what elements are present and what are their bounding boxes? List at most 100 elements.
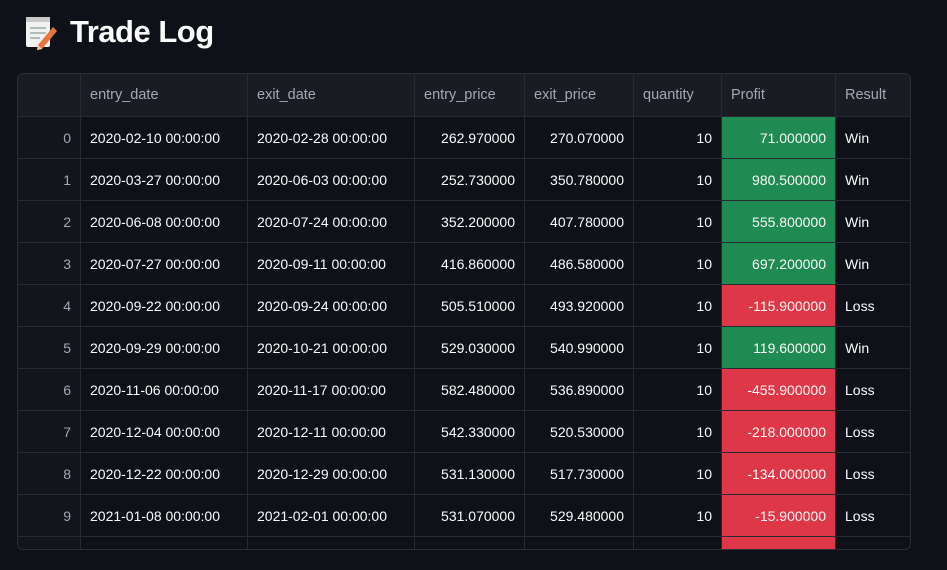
table-cell: 697.200000 (722, 243, 836, 285)
table-cell: 520.530000 (525, 411, 634, 453)
table-cell: 493.920000 (525, 285, 634, 327)
table-cell: Loss (836, 495, 910, 537)
table-cell: Loss (836, 369, 910, 411)
table-cell: 529.030000 (415, 327, 525, 369)
table-cell: 350.780000 (525, 159, 634, 201)
table-cell: 2020-09-11 00:00:00 (248, 243, 415, 285)
table-cell: 2020-09-24 00:00:00 (248, 285, 415, 327)
column-header: exit_price (525, 74, 634, 117)
column-header: entry_price (415, 74, 525, 117)
table-cell: 2020-06-08 00:00:00 (81, 201, 248, 243)
table-cell: 2020-10-21 00:00:00 (248, 327, 415, 369)
table-cell: 10 (634, 285, 722, 327)
table-cell: 529.480000 (525, 495, 634, 537)
table-cell: 2020-02-10 00:00:00 (81, 117, 248, 159)
table-cell: 2020-03-27 00:00:00 (81, 159, 248, 201)
table-cell: 262.970000 (415, 117, 525, 159)
table-cell: Win (836, 159, 910, 201)
table-cell-empty (525, 537, 634, 549)
table-cell-empty (836, 537, 910, 549)
table-cell: 2020-09-29 00:00:00 (81, 327, 248, 369)
table-cell: -218.000000 (722, 411, 836, 453)
table-cell-empty (81, 537, 248, 549)
row-index: 1 (18, 159, 81, 201)
table-cell: 2021-02-01 00:00:00 (248, 495, 415, 537)
header-corner (18, 74, 81, 117)
memo-icon (26, 17, 57, 50)
table-cell: 517.730000 (525, 453, 634, 495)
table-cell: -134.000000 (722, 453, 836, 495)
table-cell: 2020-11-17 00:00:00 (248, 369, 415, 411)
table-cell: 2020-12-04 00:00:00 (81, 411, 248, 453)
row-index: 3 (18, 243, 81, 285)
row-index: 7 (18, 411, 81, 453)
table-cell-empty (634, 537, 722, 549)
table-cell: 555.800000 (722, 201, 836, 243)
table-cell: 71.000000 (722, 117, 836, 159)
table-cell: 2020-02-28 00:00:00 (248, 117, 415, 159)
table-cell: 2020-12-11 00:00:00 (248, 411, 415, 453)
table-cell: Win (836, 243, 910, 285)
table-cell: 10 (634, 495, 722, 537)
table-cell: 505.510000 (415, 285, 525, 327)
data-table[interactable]: entry_date exit_date entry_price exit_price… (17, 73, 911, 550)
table-cell: 10 (634, 411, 722, 453)
table-cell: Loss (836, 411, 910, 453)
table-cell: 531.130000 (415, 453, 525, 495)
table-cell: 10 (634, 369, 722, 411)
table-cell: 542.330000 (415, 411, 525, 453)
table-cell: 10 (634, 159, 722, 201)
table-cell: 2021-01-08 00:00:00 (81, 495, 248, 537)
table-cell-empty (722, 537, 836, 549)
table-cell: 10 (634, 327, 722, 369)
table-cell: 119.600000 (722, 327, 836, 369)
page-title: Trade Log (70, 14, 214, 49)
table-cell: 270.070000 (525, 117, 634, 159)
table-cell: Loss (836, 453, 910, 495)
table-cell: Win (836, 201, 910, 243)
table-cell: Loss (836, 285, 910, 327)
row-index: 0 (18, 117, 81, 159)
table-cell: 536.890000 (525, 369, 634, 411)
row-index: 8 (18, 453, 81, 495)
table-cell: -15.900000 (722, 495, 836, 537)
table-cell: 10 (634, 201, 722, 243)
table-cell-empty (248, 537, 415, 549)
table-cell: 486.580000 (525, 243, 634, 285)
table-cell: 352.200000 (415, 201, 525, 243)
row-index: 9 (18, 495, 81, 537)
column-header: quantity (634, 74, 722, 117)
table-cell: 407.780000 (525, 201, 634, 243)
table-cell: Win (836, 327, 910, 369)
column-header: exit_date (248, 74, 415, 117)
column-header: Result (836, 74, 910, 117)
table-cell: 10 (634, 453, 722, 495)
row-index: 2 (18, 201, 81, 243)
table-cell: -455.900000 (722, 369, 836, 411)
table-cell: Win (836, 117, 910, 159)
table-cell: 582.480000 (415, 369, 525, 411)
row-index: 5 (18, 327, 81, 369)
table-cell: 980.500000 (722, 159, 836, 201)
table-cell: 252.730000 (415, 159, 525, 201)
table-cell: 2020-09-22 00:00:00 (81, 285, 248, 327)
column-header: Profit (722, 74, 836, 117)
table-cell: 10 (634, 243, 722, 285)
table-cell: 2020-07-27 00:00:00 (81, 243, 248, 285)
table-cell: 2020-11-06 00:00:00 (81, 369, 248, 411)
table-cell: 540.990000 (525, 327, 634, 369)
column-header: entry_date (81, 74, 248, 117)
table-cell: -115.900000 (722, 285, 836, 327)
table-cell: 531.070000 (415, 495, 525, 537)
table-cell-empty (18, 537, 81, 549)
table-cell: 2020-06-03 00:00:00 (248, 159, 415, 201)
table-cell: 2020-07-24 00:00:00 (248, 201, 415, 243)
table-cell-empty (415, 537, 525, 549)
table-cell: 2020-12-29 00:00:00 (248, 453, 415, 495)
table-cell: 10 (634, 117, 722, 159)
table-cell: 2020-12-22 00:00:00 (81, 453, 248, 495)
row-index: 4 (18, 285, 81, 327)
table-cell: 416.860000 (415, 243, 525, 285)
row-index: 6 (18, 369, 81, 411)
